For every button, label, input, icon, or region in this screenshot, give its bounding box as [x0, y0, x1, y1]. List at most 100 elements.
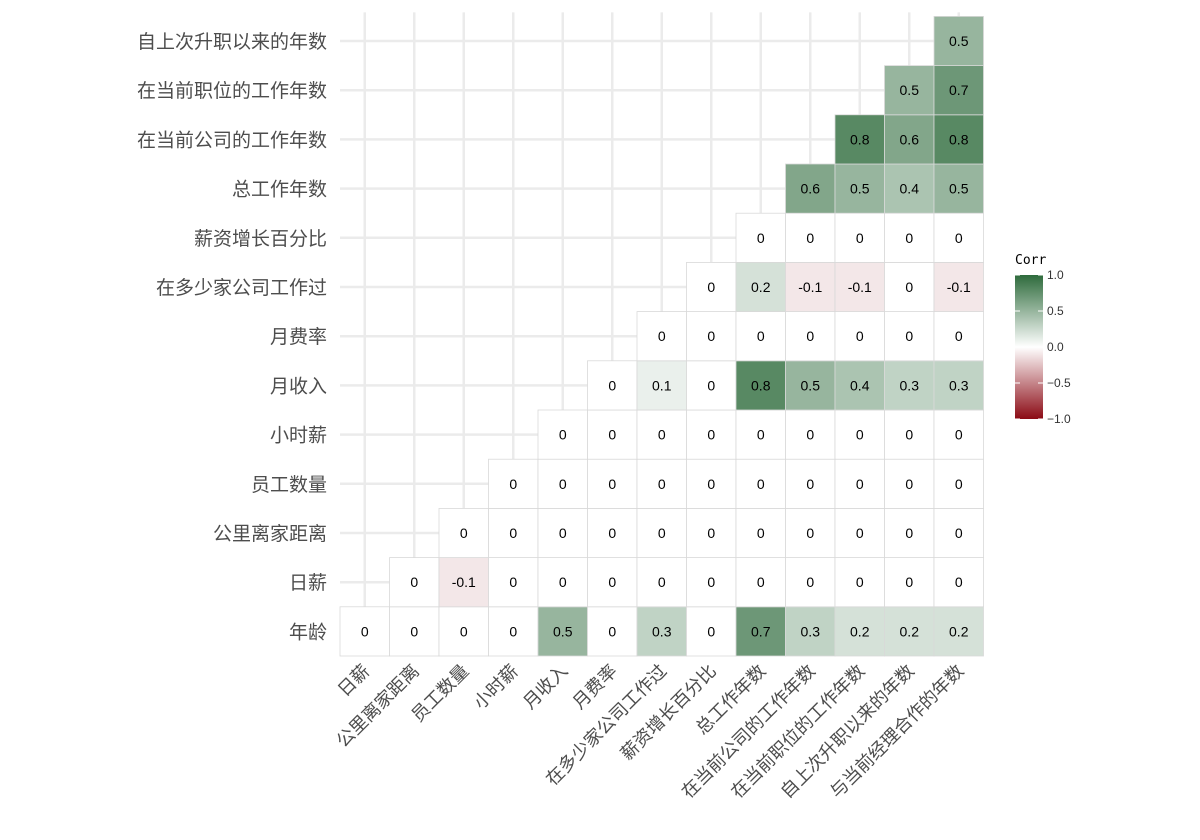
heatmap-cell: [884, 163, 935, 214]
cell-value-label: 0.5: [850, 181, 870, 197]
cell-value-label: 0.7: [751, 623, 771, 639]
cell-value-label: 0: [608, 623, 616, 639]
heatmap-cell: [933, 557, 984, 608]
heatmap-cell: [587, 606, 638, 657]
cell-value-label: 0.2: [850, 623, 870, 639]
cell-value-label: 0: [707, 427, 715, 443]
heatmap-cell: [884, 65, 935, 116]
heatmap-cell: [537, 409, 588, 460]
cell-value-label: 0: [658, 476, 666, 492]
cell-value-label: 0: [905, 476, 913, 492]
cell-value-label: 0.3: [652, 623, 672, 639]
cell-value-label: 0.1: [652, 377, 672, 393]
cell-value-label: 0.8: [751, 377, 771, 393]
heatmap-cell: [488, 557, 539, 608]
heatmap-cell: [884, 261, 935, 312]
heatmap-cell: [834, 163, 885, 214]
cell-value-label: 0.4: [900, 181, 920, 197]
cell-value-label: 0: [806, 525, 814, 541]
y-axis-label: 年龄: [289, 621, 327, 643]
cell-value-label: 0.3: [801, 623, 821, 639]
heatmap-cell: [686, 409, 737, 460]
cell-value-label: 0.3: [949, 377, 969, 393]
legend-tick-label: −0.5: [1047, 376, 1071, 390]
cell-value-label: 0: [707, 377, 715, 393]
cell-value-label: 0: [856, 574, 864, 590]
heatmap-cell: [834, 409, 885, 460]
cell-value-label: 0: [757, 230, 765, 246]
cell-value-label: 0: [410, 623, 418, 639]
cell-value-label: 0: [856, 476, 864, 492]
x-axis-label: 日薪: [334, 661, 374, 701]
heatmap-cell: [785, 458, 836, 509]
cell-value-label: 0: [509, 476, 517, 492]
heatmap-cell: [636, 311, 687, 362]
cell-value-label: 0: [608, 476, 616, 492]
cell-value-label: 0: [905, 525, 913, 541]
cell-value-label: 0: [806, 230, 814, 246]
cell-value-label: 0: [757, 574, 765, 590]
cell-value-label: 0: [757, 328, 765, 344]
cell-value-label: 0.2: [751, 279, 771, 295]
heatmap-cell: [537, 507, 588, 558]
cell-value-label: 0: [856, 328, 864, 344]
y-axis-label: 员工数量: [251, 474, 327, 496]
cell-value-label: 0: [509, 623, 517, 639]
y-axis-label: 日薪: [289, 572, 327, 594]
heatmap-cell: [587, 458, 638, 509]
heatmap-cell: [884, 507, 935, 558]
legend-tick-label: 1.0: [1047, 268, 1064, 282]
cell-value-label: 0: [905, 279, 913, 295]
heatmap-cell: [389, 557, 440, 608]
heatmap-cell: [834, 458, 885, 509]
cell-value-label: 0: [856, 525, 864, 541]
heatmap-cell: [933, 360, 984, 411]
heatmap-cell: [438, 507, 489, 558]
heatmap-cell: [735, 311, 786, 362]
cell-value-label: -0.1: [798, 279, 822, 295]
heatmap-cell: [785, 311, 836, 362]
cell-value-label: 0: [559, 427, 567, 443]
cell-value-label: 0.7: [949, 82, 969, 98]
y-axis-label: 薪资增长百分比: [194, 228, 327, 250]
cell-value-label: 0: [955, 574, 963, 590]
heatmap-cell: [735, 458, 786, 509]
cell-value-label: -0.1: [848, 279, 872, 295]
cell-value-label: 0: [608, 525, 616, 541]
cell-value-label: 0.2: [900, 623, 920, 639]
heatmap-cells: 0 0 0 0 0.5 0 0.3 0 0.7 0.3 0.2 0.2 0.2 0 -0.1 0 0 0 0 0 0 0 0…: [339, 15, 984, 657]
cell-value-label: 0.3: [900, 377, 920, 393]
cell-value-label: 0: [460, 525, 468, 541]
cell-value-label: 0: [955, 476, 963, 492]
y-axis-label: 小时薪: [270, 425, 327, 447]
cell-value-label: 0: [707, 525, 715, 541]
heatmap-cell: [834, 360, 885, 411]
heatmap-cell: [339, 606, 390, 657]
cell-value-label: 0.6: [801, 181, 821, 197]
heatmap-cell: [933, 409, 984, 460]
heatmap-cell: [785, 212, 836, 263]
heatmap-cell: [785, 261, 836, 312]
heatmap-cell: [587, 360, 638, 411]
y-axis-label: 自上次升职以来的年数: [137, 31, 327, 53]
cell-value-label: 0: [460, 623, 468, 639]
cell-value-label: 0: [608, 427, 616, 443]
heatmap-cell: [933, 163, 984, 214]
cell-value-label: 0: [757, 525, 765, 541]
heatmap-cell: [686, 311, 737, 362]
y-axis-label: 在当前公司的工作年数: [137, 129, 327, 151]
cell-value-label: 0: [559, 476, 567, 492]
cell-value-label: 0: [559, 525, 567, 541]
heatmap-cell: [834, 212, 885, 263]
y-axis-labels: 自上次升职以来的年数在当前职位的工作年数在当前公司的工作年数总工作年数薪资增长百…: [137, 31, 327, 643]
cell-value-label: 0.5: [949, 181, 969, 197]
x-axis-label: 月收入: [519, 661, 572, 714]
heatmap-cell: [636, 557, 687, 608]
y-axis-label: 公里离家距离: [213, 523, 327, 545]
cell-value-label: 0: [658, 574, 666, 590]
cell-value-label: 0.8: [850, 131, 870, 147]
cell-value-label: 0: [905, 328, 913, 344]
cell-value-label: 0: [707, 279, 715, 295]
heatmap-cell: [933, 65, 984, 116]
cell-value-label: 0: [707, 574, 715, 590]
